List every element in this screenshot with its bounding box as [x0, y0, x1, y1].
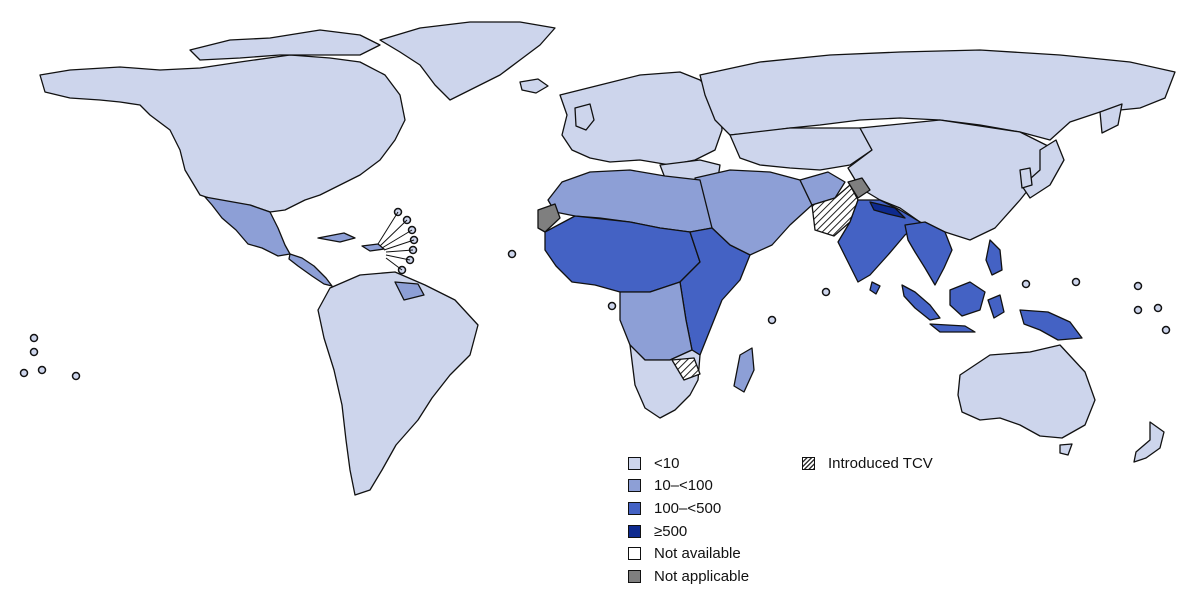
legend-pattern: Introduced TCV	[802, 452, 933, 475]
legend-item-not-available: Not available	[628, 542, 749, 565]
region-korea	[1019, 167, 1033, 189]
region-borneo	[949, 281, 986, 317]
region-india	[837, 199, 921, 283]
region-sumatra	[901, 284, 941, 321]
region-sulawesi-philippines	[985, 239, 1005, 319]
region-java	[929, 323, 976, 333]
legend-item-introduced-tcv: Introduced TCV	[802, 452, 933, 475]
legend-swatch	[628, 501, 641, 515]
legend-item-100-500: 100–<500	[628, 497, 749, 520]
region-kamchatka	[1099, 103, 1123, 134]
legend-item-ge500: ≥500	[628, 520, 749, 543]
region-zimbabwe	[671, 357, 701, 381]
legend-swatch	[628, 547, 641, 561]
region-new-zealand	[1133, 421, 1165, 463]
region-central-america	[288, 253, 333, 287]
region-afghanistan	[799, 171, 846, 206]
legend-item-lt10: <10	[628, 452, 749, 475]
legend-label: ≥500	[654, 522, 688, 540]
region-caribbean-islands	[317, 232, 385, 252]
region-tasmania	[1059, 443, 1073, 456]
legend-swatch	[628, 479, 641, 493]
region-guianas	[394, 281, 425, 301]
legend-swatch	[628, 456, 641, 470]
region-madagascar	[733, 347, 755, 393]
region-japan	[1021, 139, 1065, 199]
region-mongolia-china	[847, 119, 1053, 241]
legend-item-not-applicable: Not applicable	[628, 565, 749, 588]
region-uk	[574, 103, 595, 131]
region-sri-lanka	[869, 281, 881, 295]
legend-label: 10–<100	[654, 477, 713, 495]
region-new-guinea	[1019, 309, 1083, 341]
hatch-swatch	[802, 456, 815, 470]
legend-label: Introduced TCV	[828, 454, 933, 472]
region-australia	[957, 344, 1096, 439]
region-south-america	[317, 271, 479, 496]
region-greenland	[379, 21, 556, 101]
region-north-america	[39, 54, 406, 213]
legend-swatch	[628, 524, 641, 538]
legend-label: <10	[654, 454, 680, 472]
region-canadian-arctic	[189, 29, 381, 61]
region-mexico	[204, 196, 291, 257]
legend-categories: <10 10–<100 100–<500 ≥500 Not available …	[628, 452, 749, 588]
region-nepal-bangladesh	[869, 201, 906, 219]
legend-label: Not applicable	[654, 567, 750, 585]
region-iceland	[519, 78, 549, 94]
region-central-asia	[729, 127, 873, 171]
legend-item-10-100: 10–<100	[628, 475, 749, 498]
region-kashmir-na	[847, 177, 871, 199]
island-marker-leader-lines	[377, 211, 415, 271]
region-mainland-southeast-asia	[904, 221, 953, 286]
legend-label: 100–<500	[654, 499, 722, 517]
legend-swatch	[628, 569, 641, 583]
region-western-sahara	[537, 203, 561, 233]
legend-label: Not available	[654, 545, 741, 563]
